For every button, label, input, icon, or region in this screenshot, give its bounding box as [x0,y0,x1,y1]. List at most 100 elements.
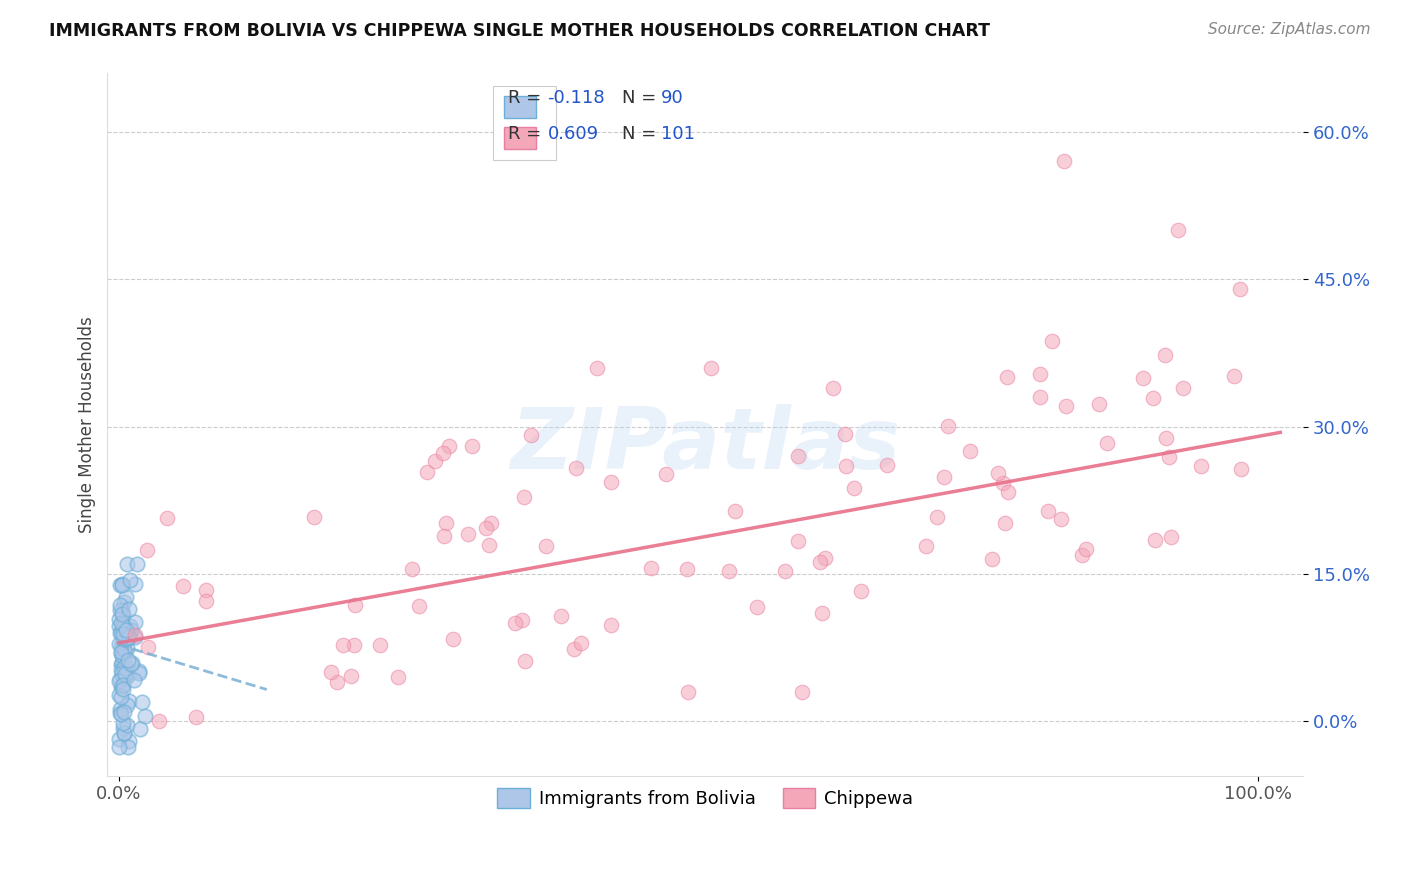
Point [433,529,456,543]
Point [117,668,139,682]
Point [111,648,134,663]
Point [111,634,134,648]
Point [148,714,170,729]
Point [724,504,747,518]
Point [110,615,132,630]
Point [114,666,136,681]
Point [112,634,135,648]
Point [111,607,134,622]
Point [302,510,325,524]
Point [108,626,131,640]
Point [569,636,592,650]
Point [676,685,699,699]
Y-axis label: Single Mother Households: Single Mother Households [79,316,96,533]
Point [110,626,132,640]
Point [110,639,132,653]
Point [319,665,342,680]
Point [118,573,141,587]
Point [1074,542,1097,557]
Point [512,490,534,504]
Point [475,521,498,535]
Point [1029,367,1052,381]
Point [117,653,139,667]
Point [110,663,132,677]
Point [110,657,132,672]
Point [108,673,131,688]
Point [124,630,146,644]
Point [987,466,1010,480]
Point [876,458,898,473]
Point [332,638,354,652]
Point [1223,368,1246,383]
Point [655,467,678,481]
Point [112,664,135,678]
Point [562,642,585,657]
Point [111,627,134,641]
Point [368,638,391,652]
Point [1154,431,1177,445]
Point [842,481,865,495]
Point [112,640,135,654]
Text: R =: R = [508,88,547,106]
Point [131,695,153,709]
Point [834,459,856,474]
Point [995,370,1018,384]
Point [115,590,138,604]
Point [821,381,844,395]
Point [107,637,129,651]
Point [115,661,138,675]
Point [478,538,501,552]
Point [117,740,139,755]
Point [340,669,363,683]
Point [110,706,132,721]
Point [112,726,135,740]
Point [640,561,662,575]
Point [117,632,139,646]
Point [505,616,527,631]
Point [134,708,156,723]
Text: 101: 101 [661,125,695,143]
Point [1088,396,1111,410]
Point [135,542,157,557]
Point [121,657,143,671]
Point [600,618,623,632]
Point [479,516,502,530]
Point [115,558,138,572]
Point [111,671,134,685]
Point [115,698,138,713]
Text: Source: ZipAtlas.com: Source: ZipAtlas.com [1208,22,1371,37]
Point [536,539,558,553]
Point [1154,348,1177,362]
Point [136,640,159,655]
Text: N =: N = [621,88,662,106]
Text: N =: N = [621,125,662,143]
Point [108,619,131,633]
Point [108,688,131,702]
Point [401,562,423,576]
Point [1160,530,1182,544]
Point [676,562,699,576]
Point [128,665,150,679]
Point [111,604,134,618]
Point [112,678,135,692]
Point [111,577,134,591]
Point [111,679,134,693]
Point [510,613,533,627]
Point [834,426,856,441]
Point [1053,154,1076,169]
Point [1095,436,1118,450]
Point [423,454,446,468]
Point [550,609,572,624]
Point [786,449,808,463]
Point [111,666,134,681]
Point [125,557,148,571]
Text: 90: 90 [661,88,683,106]
Point [1229,282,1251,296]
Point [117,640,139,655]
Point [519,428,541,442]
Point [128,665,150,680]
Point [112,631,135,645]
Point [808,555,831,569]
Point [110,645,132,659]
Point [849,583,872,598]
